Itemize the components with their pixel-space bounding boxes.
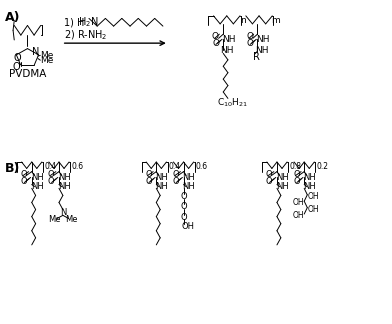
Text: O: O <box>180 213 187 222</box>
Text: O: O <box>13 62 20 72</box>
Text: O: O <box>21 170 27 179</box>
Text: O: O <box>246 31 253 40</box>
Text: NH: NH <box>58 173 71 182</box>
Text: O: O <box>145 170 152 179</box>
Text: Me: Me <box>65 215 78 224</box>
Text: O: O <box>266 177 272 186</box>
Text: Me: Me <box>40 56 54 65</box>
Text: O: O <box>212 31 219 40</box>
Text: NH: NH <box>257 35 270 44</box>
Text: O: O <box>247 39 254 48</box>
Text: NH: NH <box>58 182 71 191</box>
Text: NH: NH <box>276 182 289 191</box>
Text: 0.6: 0.6 <box>196 162 208 171</box>
Text: OH: OH <box>307 192 319 201</box>
Text: NH: NH <box>222 35 236 44</box>
Text: O: O <box>266 170 272 179</box>
Text: n: n <box>241 16 246 25</box>
Text: Me: Me <box>48 215 61 224</box>
Text: 0.4: 0.4 <box>169 162 181 171</box>
Text: m: m <box>271 16 280 25</box>
Text: A): A) <box>5 11 21 24</box>
Text: OH: OH <box>292 211 304 220</box>
Text: PVDMA: PVDMA <box>9 69 46 79</box>
Text: NH: NH <box>303 182 316 191</box>
Text: O: O <box>180 202 187 212</box>
Text: $\mathrm{H_2N}$: $\mathrm{H_2N}$ <box>78 15 98 29</box>
Text: NH: NH <box>220 46 234 55</box>
Text: O: O <box>293 177 300 186</box>
Text: N: N <box>32 47 39 57</box>
Text: O: O <box>48 170 54 179</box>
Text: O: O <box>48 177 54 186</box>
Text: OH: OH <box>292 198 304 207</box>
Text: O: O <box>180 192 187 201</box>
Text: O: O <box>172 170 179 179</box>
Text: O: O <box>145 177 152 186</box>
Text: OH: OH <box>182 222 195 231</box>
Text: OH: OH <box>307 205 319 214</box>
Text: O: O <box>293 170 300 179</box>
Text: N: N <box>60 208 66 217</box>
Text: NH: NH <box>155 182 168 191</box>
Text: O: O <box>172 177 179 186</box>
Text: O: O <box>13 52 21 63</box>
Text: NH: NH <box>255 46 268 55</box>
Text: NH: NH <box>276 173 289 182</box>
Text: B): B) <box>5 162 21 175</box>
Text: 1) H: 1) H <box>64 17 84 27</box>
Text: 0.6: 0.6 <box>71 162 83 171</box>
Text: NH: NH <box>183 182 195 191</box>
Text: NH: NH <box>303 173 316 182</box>
Text: $\mathrm{C_{10}H_{21}}$: $\mathrm{C_{10}H_{21}}$ <box>218 96 249 109</box>
Text: 0.2: 0.2 <box>317 162 328 171</box>
Text: Me: Me <box>40 52 54 61</box>
Text: 0.8: 0.8 <box>289 162 301 171</box>
Text: 2) R-NH$_2$: 2) R-NH$_2$ <box>64 28 107 42</box>
Text: O: O <box>213 39 220 48</box>
Text: 0.4: 0.4 <box>44 162 56 171</box>
Text: NH: NH <box>183 173 195 182</box>
Text: NH: NH <box>31 173 44 182</box>
Text: NH: NH <box>155 173 168 182</box>
Text: R: R <box>253 52 260 62</box>
Text: NH: NH <box>31 182 44 191</box>
Text: O: O <box>21 177 27 186</box>
